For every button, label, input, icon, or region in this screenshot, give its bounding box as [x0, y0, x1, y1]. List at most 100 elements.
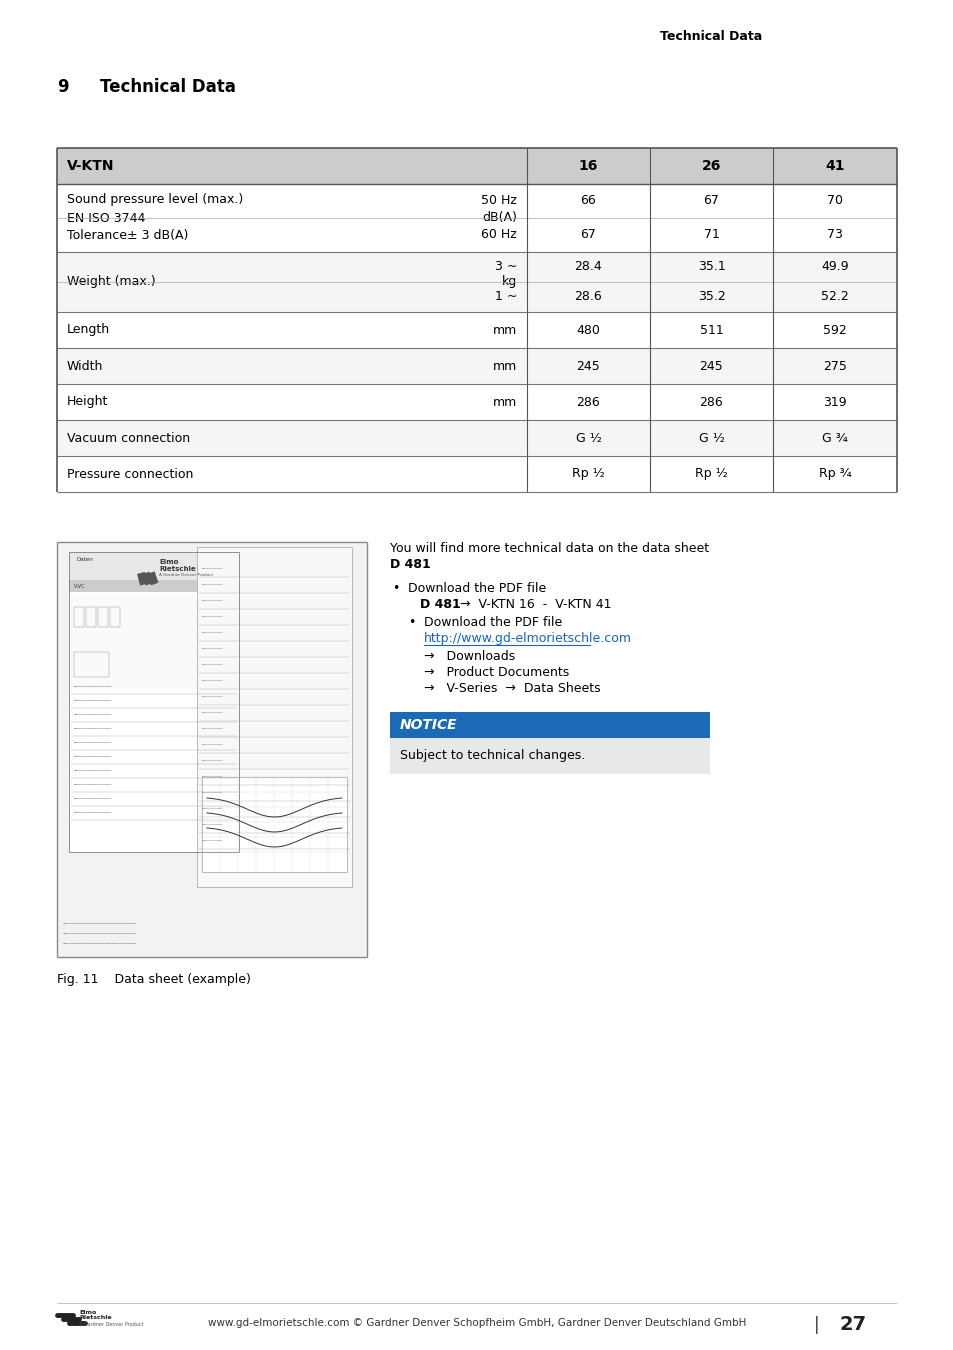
Bar: [69, 552, 239, 580]
Text: 60 Hz: 60 Hz: [480, 228, 517, 242]
Bar: [57, 383, 896, 420]
Bar: [71, 594, 236, 688]
Text: ──────────: ──────────: [201, 583, 222, 587]
Text: ──────────: ──────────: [201, 838, 222, 842]
Text: →   Downloads: → Downloads: [423, 649, 515, 663]
Text: mm: mm: [493, 359, 517, 373]
Text: G ¹⁄₂: G ¹⁄₂: [698, 432, 723, 444]
Text: ──────────────────: ──────────────────: [73, 783, 112, 787]
Text: 28.6: 28.6: [574, 290, 601, 304]
Text: Rp ¾: Rp ¾: [818, 467, 850, 481]
Text: Subject to technical changes.: Subject to technical changes.: [399, 749, 584, 763]
Text: Rietschle: Rietschle: [79, 1315, 112, 1320]
Text: A Gardner Denver Product: A Gardner Denver Product: [79, 1322, 143, 1327]
Text: 511: 511: [699, 324, 722, 336]
Bar: [57, 148, 896, 184]
Text: Elmo: Elmo: [159, 559, 178, 566]
Text: Vacuum connection: Vacuum connection: [67, 432, 190, 444]
Bar: [57, 348, 896, 383]
Text: ───────────────────────────────────: ───────────────────────────────────: [62, 942, 136, 946]
Text: ──────────: ──────────: [201, 679, 222, 683]
Text: ──────────────────: ──────────────────: [73, 699, 112, 703]
Bar: [74, 608, 84, 626]
Text: 73: 73: [826, 228, 842, 242]
Text: 1 ~: 1 ~: [494, 290, 517, 304]
Text: Download the PDF file: Download the PDF file: [408, 582, 546, 595]
Text: ──────────: ──────────: [201, 695, 222, 699]
Text: 27: 27: [840, 1315, 866, 1334]
Text: ───────────────────────────────────: ───────────────────────────────────: [62, 922, 136, 926]
Text: ──────────: ──────────: [201, 647, 222, 651]
Text: •: •: [392, 582, 399, 595]
Text: Daten: Daten: [77, 558, 93, 562]
Text: dB(A): dB(A): [481, 212, 517, 224]
Text: ──────────: ──────────: [201, 616, 222, 620]
Text: |: |: [813, 1316, 819, 1334]
Bar: [57, 184, 896, 252]
Text: •: •: [408, 616, 415, 629]
Text: 67: 67: [702, 194, 719, 208]
Bar: [142, 571, 153, 586]
Bar: [202, 778, 347, 872]
Text: A Gardner Denver Product: A Gardner Denver Product: [159, 572, 213, 576]
Text: G ¹⁄₂: G ¹⁄₂: [575, 432, 600, 444]
Bar: [57, 312, 896, 348]
Text: Length: Length: [67, 324, 110, 336]
Text: Weight (max.): Weight (max.): [67, 275, 155, 289]
Text: Rp ¹⁄₂: Rp ¹⁄₂: [572, 467, 604, 481]
Bar: [86, 608, 96, 626]
Text: Rp ¹⁄₂: Rp ¹⁄₂: [695, 467, 727, 481]
Text: ──────────: ──────────: [201, 728, 222, 730]
Text: →  V-KTN 16  -  V-KTN 41: → V-KTN 16 - V-KTN 41: [452, 598, 611, 612]
Bar: [57, 456, 896, 491]
Text: Download the PDF file: Download the PDF file: [423, 616, 561, 629]
Text: →   V-Series  →  Data Sheets: → V-Series → Data Sheets: [423, 682, 600, 695]
Bar: [110, 608, 120, 626]
Bar: [98, 608, 108, 626]
Text: ──────────────────: ──────────────────: [73, 755, 112, 759]
Text: 71: 71: [702, 228, 719, 242]
Text: V-VC: V-VC: [74, 583, 85, 589]
Text: 480: 480: [576, 324, 599, 336]
Text: D 481: D 481: [390, 558, 431, 571]
Text: Fig. 11    Data sheet (example): Fig. 11 Data sheet (example): [57, 973, 251, 985]
Text: ──────────: ──────────: [201, 743, 222, 747]
Text: ──────────: ──────────: [201, 824, 222, 828]
Text: ───────────────────────────────────: ───────────────────────────────────: [62, 931, 136, 936]
Text: 286: 286: [576, 396, 599, 409]
Text: G ¾: G ¾: [821, 432, 847, 444]
Text: Height: Height: [67, 396, 109, 409]
Text: 319: 319: [822, 396, 846, 409]
Bar: [69, 580, 239, 593]
Text: 67: 67: [580, 228, 596, 242]
Text: →   Product Documents: → Product Documents: [423, 666, 569, 679]
Text: ──────────: ──────────: [201, 711, 222, 716]
Text: 35.1: 35.1: [697, 261, 724, 274]
Text: 49.9: 49.9: [821, 261, 848, 274]
Text: Technical Data: Technical Data: [659, 30, 761, 43]
Text: Rietschle: Rietschle: [159, 566, 195, 572]
Text: 9: 9: [57, 78, 69, 96]
Text: 66: 66: [580, 194, 596, 208]
Text: ──────────: ──────────: [201, 759, 222, 763]
Text: ──────────: ──────────: [201, 567, 222, 571]
Text: ──────────: ──────────: [201, 807, 222, 811]
Text: ──────────────────: ──────────────────: [73, 811, 112, 815]
Text: 50 Hz: 50 Hz: [480, 194, 517, 208]
Text: 275: 275: [822, 359, 846, 373]
Bar: [69, 552, 239, 852]
Text: 70: 70: [826, 194, 842, 208]
Text: Width: Width: [67, 359, 103, 373]
Text: ──────────────────: ──────────────────: [73, 741, 112, 745]
Text: ──────────────────: ──────────────────: [73, 713, 112, 717]
Text: ──────────: ──────────: [201, 630, 222, 634]
Text: ──────────────────: ──────────────────: [73, 684, 112, 688]
Text: Pressure connection: Pressure connection: [67, 467, 193, 481]
Text: ──────────────────: ──────────────────: [73, 796, 112, 801]
Text: 26: 26: [701, 159, 720, 173]
Bar: [147, 571, 158, 586]
Text: 245: 245: [699, 359, 722, 373]
Text: kg: kg: [501, 275, 517, 289]
Text: You will find more technical data on the data sheet: You will find more technical data on the…: [390, 541, 708, 555]
Text: 3 ~: 3 ~: [494, 261, 517, 274]
